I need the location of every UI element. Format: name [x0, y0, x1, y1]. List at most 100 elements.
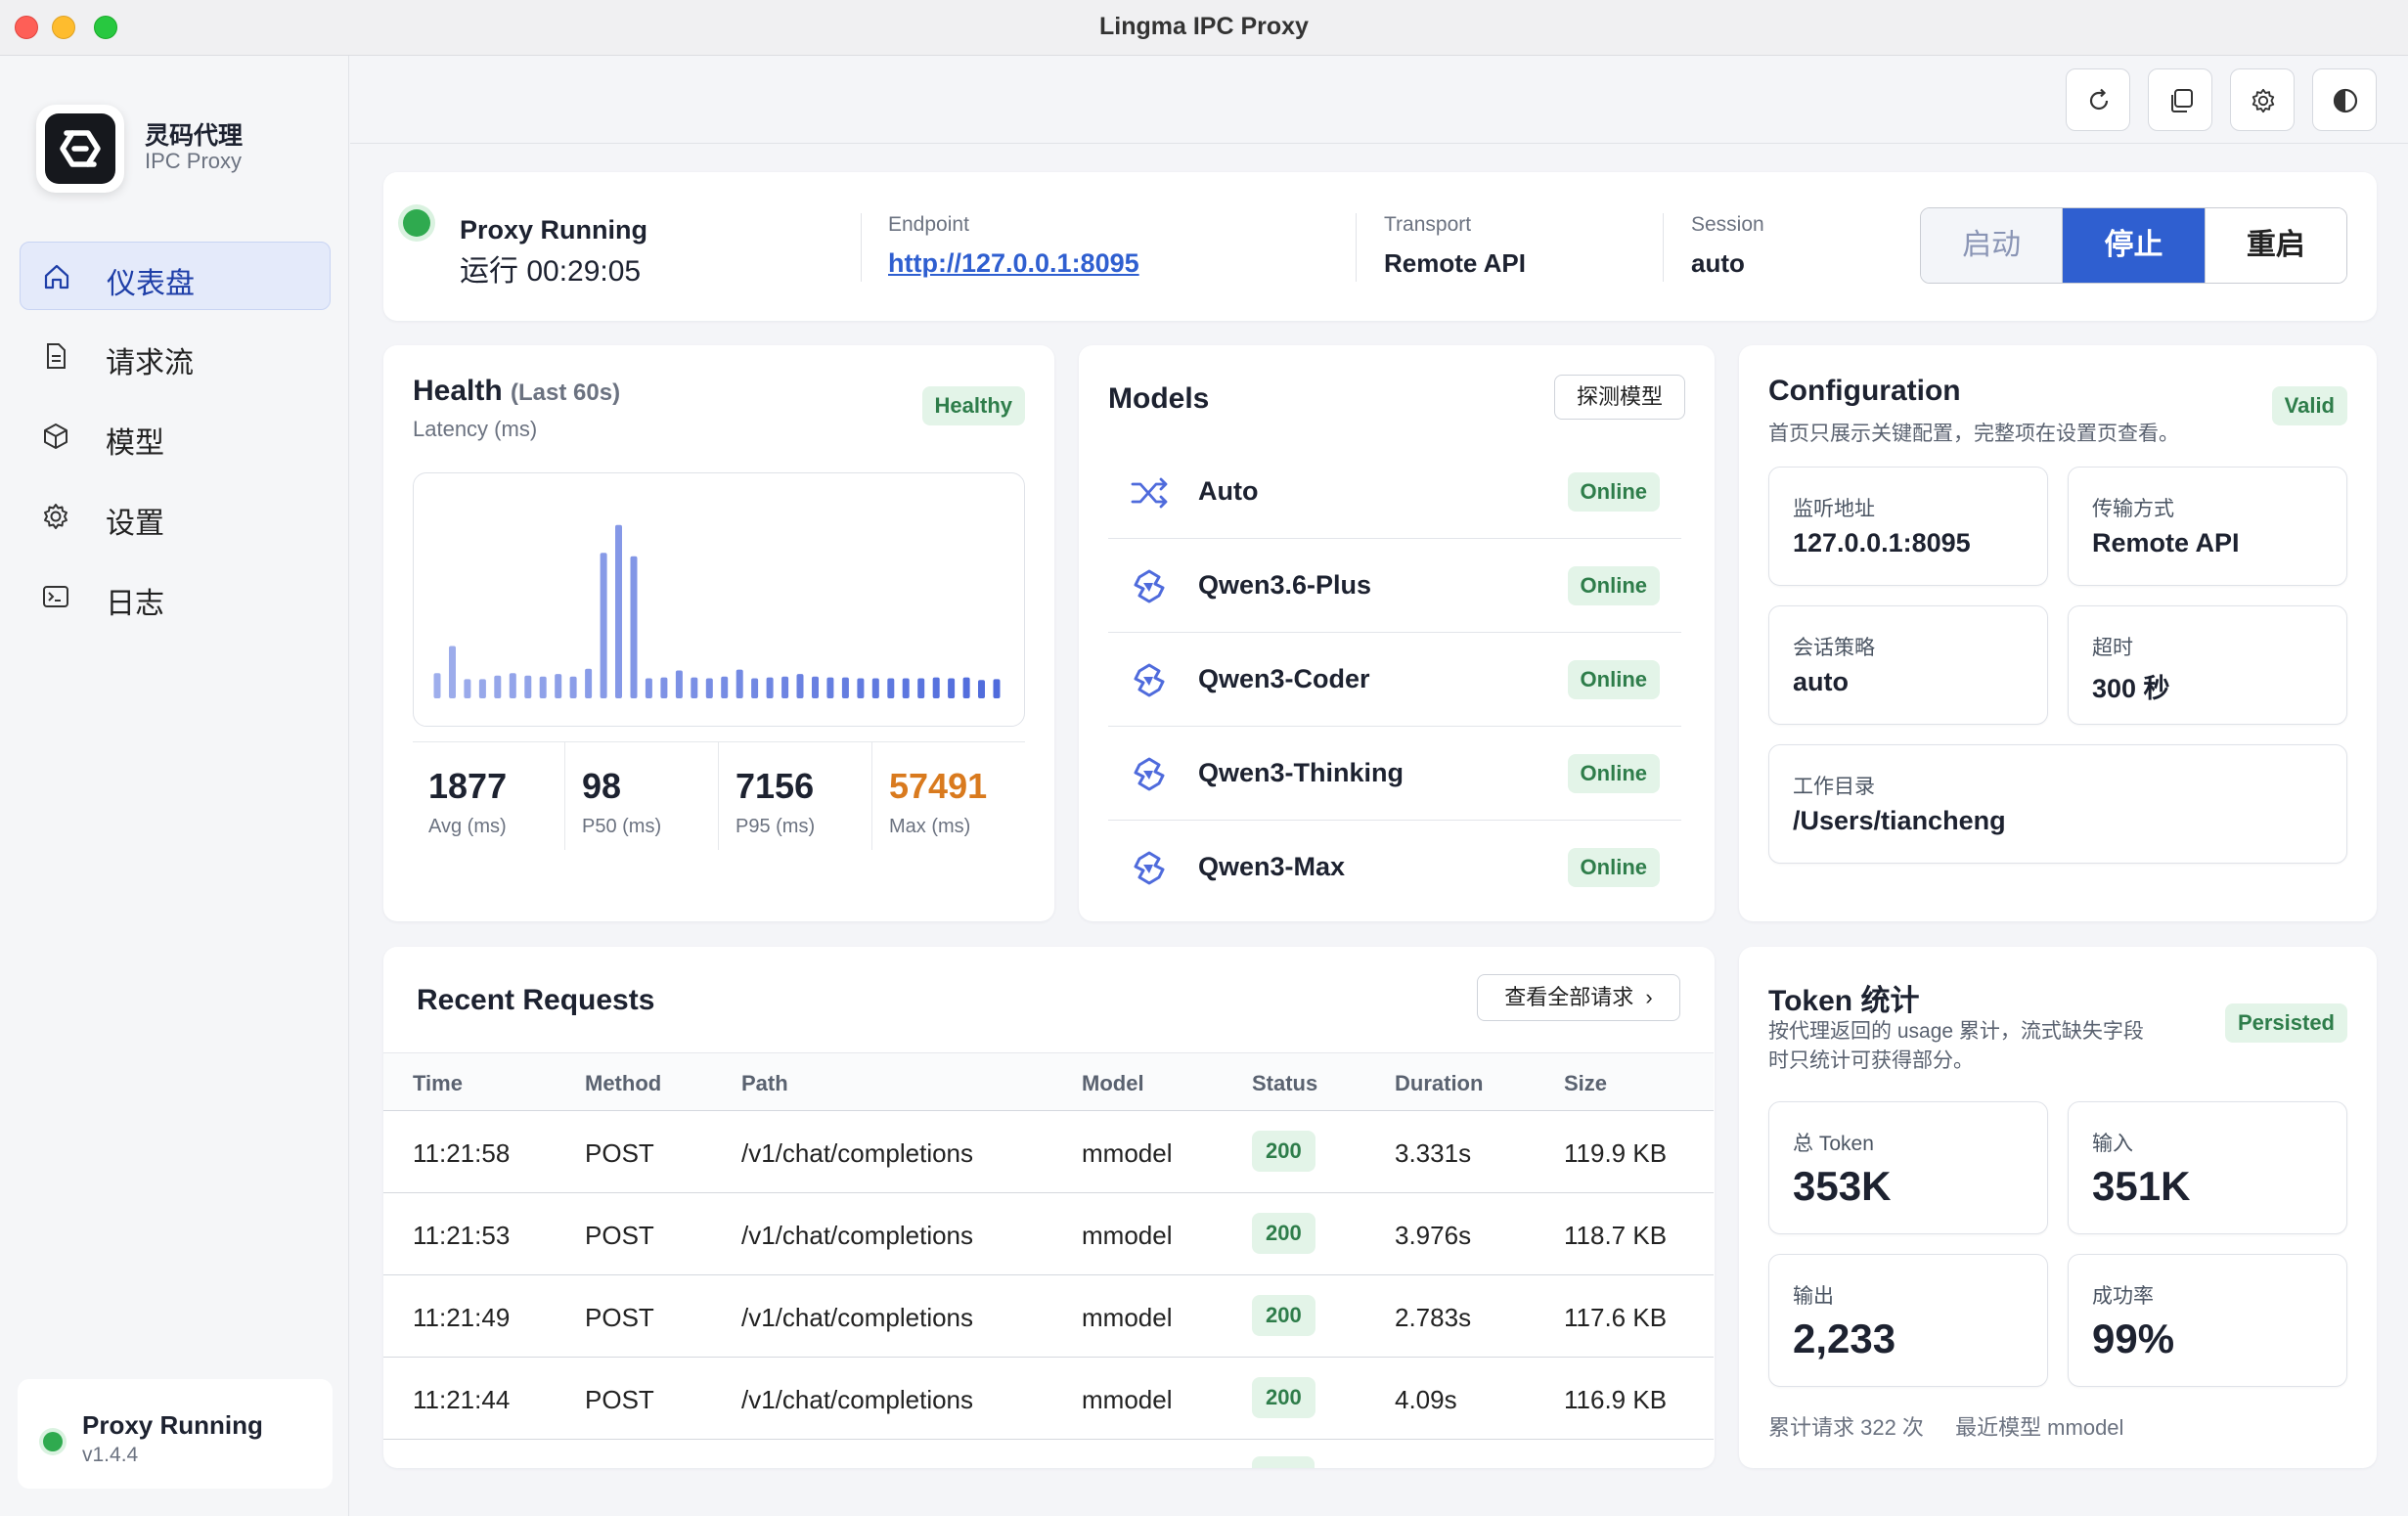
recent-model-text: 最近模型 mmodel — [1955, 1415, 2124, 1440]
model-status-badge: Online — [1567, 472, 1660, 512]
zoom-window-button[interactable] — [94, 16, 117, 39]
latency-bar — [555, 674, 562, 698]
stop-button[interactable]: 停止 — [2063, 208, 2205, 283]
stat-value: 57491 — [889, 766, 988, 806]
minimize-window-button[interactable] — [52, 16, 75, 39]
model-row[interactable]: Auto Online — [1108, 445, 1681, 539]
transport-label: Transport — [1384, 213, 1472, 236]
column-header: Size — [1564, 1071, 1608, 1095]
sidebar-status-panel: Proxy Running v1.4.4 — [18, 1379, 333, 1489]
config-value: Remote API — [2092, 528, 2240, 557]
model-row[interactable]: Qwen3-Thinking Online — [1108, 727, 1681, 821]
sidebar-item-label: 仪表盘 — [107, 268, 195, 300]
latency-chart-svg — [433, 524, 1001, 698]
config-subtitle: 首页只展示关键配置，完整项在设置页查看。 — [1768, 423, 2179, 445]
status-title: Proxy Running — [460, 215, 648, 245]
probe-models-button[interactable]: 探测模型 — [1554, 375, 1685, 420]
column-header: Status — [1252, 1071, 1318, 1095]
latency-bar — [478, 679, 486, 698]
start-button[interactable]: 启动 — [1921, 208, 2064, 283]
config-item-timeout: 超时 300 秒 — [2068, 605, 2347, 725]
shuffle-icon — [1131, 477, 1168, 509]
table-row[interactable]: 11:21:58 POST /v1/chat/completions mmode… — [383, 1111, 1714, 1193]
lingma-logo-icon — [60, 130, 101, 167]
model-row[interactable]: Qwen3-Coder Online — [1108, 633, 1681, 727]
endpoint-label: Endpoint — [888, 213, 969, 236]
refresh-button[interactable] — [2066, 68, 2130, 131]
stat-label: Max (ms) — [889, 816, 971, 837]
config-key: 超时 — [2092, 637, 2133, 659]
column-header: Model — [1082, 1071, 1144, 1095]
latency-bar — [660, 677, 668, 698]
contrast-icon — [2333, 88, 2358, 113]
stat-value: 7156 — [736, 766, 815, 806]
latency-bar — [433, 673, 441, 698]
cell-duration: 3.976s — [1395, 1221, 1472, 1250]
theme-toggle-button[interactable] — [2312, 68, 2377, 131]
success-rate-box: 成功率 99% — [2068, 1254, 2347, 1387]
token-stats-card: Token 统计 按代理返回的 usage 累计，流式缺失字段 时只统计可获得部… — [1739, 947, 2377, 1468]
gear-icon — [44, 504, 67, 529]
token-output-box: 输出 2,233 — [1768, 1254, 2048, 1387]
latency-stats: 1877 Avg (ms) 98 P50 (ms) 7156 P95 (ms) … — [413, 741, 1025, 850]
latency-bar — [902, 678, 910, 698]
config-status-badge: Valid — [2271, 386, 2347, 425]
token-footer: 累计请求 322 次 最近模型 mmodel — [1768, 1410, 2123, 1442]
config-item-transport: 传输方式 Remote API — [2068, 467, 2347, 586]
token-status-badge: Persisted — [2224, 1003, 2347, 1043]
toolbar-divider — [350, 143, 2408, 144]
token-input-box: 输入 351K — [2068, 1101, 2347, 1234]
qwen-icon — [1134, 757, 1165, 791]
sidebar-item-models[interactable]: 模型 — [20, 402, 331, 470]
cell-model: mmodel — [1082, 1221, 1173, 1250]
divider — [861, 213, 862, 282]
endpoint-link[interactable]: http://127.0.0.1:8095 — [888, 248, 1139, 278]
sidebar-item-requests[interactable]: 请求流 — [20, 322, 331, 390]
model-row[interactable]: Qwen3.6-Plus Online — [1108, 539, 1681, 633]
model-name: Qwen3-Max — [1198, 852, 1346, 881]
latency-bar — [494, 675, 502, 698]
status-badge-partial — [1252, 1456, 1315, 1468]
latency-bar — [993, 679, 1001, 698]
restart-button[interactable]: 重启 — [2204, 208, 2346, 283]
sidebar-item-logs[interactable]: 日志 — [20, 562, 331, 631]
close-window-button[interactable] — [15, 16, 38, 39]
view-all-label: 查看全部请求 — [1504, 985, 1634, 1009]
cell-time: 11:21:58 — [413, 1138, 511, 1168]
settings-button[interactable] — [2230, 68, 2295, 131]
requests-table-header: Time Method Path Model Status Duration S… — [383, 1052, 1714, 1111]
latency-bar — [600, 553, 607, 698]
table-row[interactable]: 11:21:49 POST /v1/chat/completions mmode… — [383, 1275, 1714, 1358]
copy-button[interactable] — [2148, 68, 2212, 131]
config-item-working-directory: 工作目录 /Users/tiancheng — [1768, 744, 2347, 864]
cell-method: POST — [585, 1221, 654, 1250]
table-row[interactable]: 11:21:53 POST /v1/chat/completions mmode… — [383, 1193, 1714, 1275]
cell-path: /v1/chat/completions — [741, 1138, 974, 1168]
latency-bar — [585, 668, 593, 698]
latency-bar — [524, 675, 532, 698]
latency-bar — [978, 680, 985, 698]
latency-bar — [736, 669, 743, 698]
config-item-session-policy: 会话策略 auto — [1768, 605, 2048, 725]
model-status-badge: Online — [1567, 754, 1660, 793]
view-all-requests-button[interactable]: 查看全部请求 › — [1477, 974, 1680, 1021]
latency-bar — [705, 678, 713, 698]
session-value: auto — [1691, 248, 1745, 278]
sidebar: 灵码代理 IPC Proxy 仪表盘 请求流 模型 设置 日志 — [0, 56, 349, 1516]
latency-bar — [675, 670, 683, 698]
token-subtitle-line: 按代理返回的 usage 累计，流式缺失字段 — [1768, 1020, 2144, 1043]
token-value: 99% — [2092, 1315, 2175, 1361]
latency-chart — [413, 472, 1025, 727]
cell-duration: 2.783s — [1395, 1303, 1472, 1332]
sidebar-item-settings[interactable]: 设置 — [20, 482, 331, 551]
latency-bar — [948, 678, 956, 698]
config-key: 监听地址 — [1793, 498, 1875, 520]
table-row[interactable]: 11:21:44 POST /v1/chat/completions mmode… — [383, 1358, 1714, 1440]
status-badge: 200 — [1252, 1213, 1315, 1254]
status-badge: 200 — [1252, 1377, 1315, 1418]
sidebar-item-dashboard[interactable]: 仪表盘 — [20, 242, 331, 310]
model-row[interactable]: Qwen3-Max Online — [1108, 821, 1681, 914]
config-title: Configuration — [1768, 375, 1961, 407]
cell-time: 11:21:49 — [413, 1303, 511, 1332]
